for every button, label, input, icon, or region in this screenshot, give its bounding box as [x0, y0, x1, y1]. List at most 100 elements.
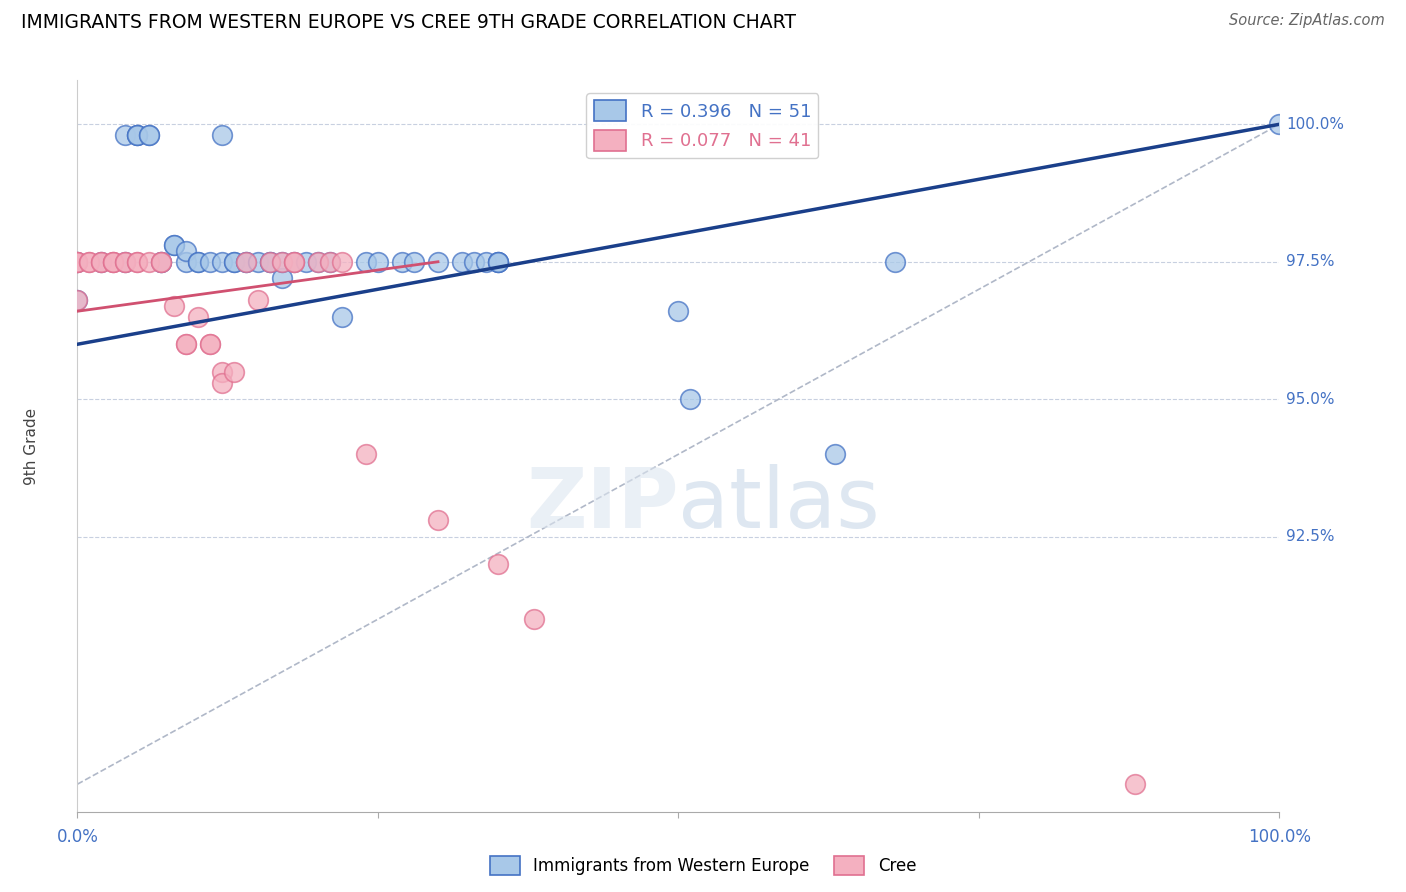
Point — [186, 310, 209, 324]
Point — [354, 447, 377, 461]
Point — [211, 365, 233, 379]
Point — [427, 254, 450, 268]
Point — [90, 254, 112, 268]
Point — [319, 254, 342, 268]
Point — [270, 254, 292, 268]
Point — [222, 254, 245, 268]
Point — [66, 293, 89, 308]
Point — [679, 392, 702, 407]
Text: 97.5%: 97.5% — [1286, 254, 1334, 269]
Point — [486, 254, 509, 268]
Point — [66, 254, 89, 268]
Point — [198, 254, 221, 268]
Point — [259, 254, 281, 268]
Text: IMMIGRANTS FROM WESTERN EUROPE VS CREE 9TH GRADE CORRELATION CHART: IMMIGRANTS FROM WESTERN EUROPE VS CREE 9… — [21, 13, 796, 32]
Point — [198, 337, 221, 351]
Point — [211, 254, 233, 268]
Text: 100.0%: 100.0% — [1249, 829, 1310, 847]
Point — [114, 128, 136, 143]
Point — [90, 254, 112, 268]
Point — [114, 254, 136, 268]
Point — [235, 254, 257, 268]
Point — [463, 254, 485, 268]
Point — [283, 254, 305, 268]
Legend: R = 0.396   N = 51, R = 0.077   N = 41: R = 0.396 N = 51, R = 0.077 N = 41 — [586, 93, 818, 158]
Point — [186, 254, 209, 268]
Point — [79, 254, 101, 268]
Point — [138, 254, 160, 268]
Point — [883, 254, 905, 268]
Point — [127, 128, 149, 143]
Point — [66, 254, 89, 268]
Point — [1268, 117, 1291, 131]
Point — [127, 254, 149, 268]
Legend: Immigrants from Western Europe, Cree: Immigrants from Western Europe, Cree — [484, 849, 922, 882]
Point — [222, 365, 245, 379]
Point — [103, 254, 125, 268]
Text: 100.0%: 100.0% — [1286, 117, 1344, 132]
Point — [402, 254, 425, 268]
Point — [66, 254, 89, 268]
Point — [150, 254, 173, 268]
Point — [283, 254, 305, 268]
Point — [162, 238, 184, 252]
Point — [367, 254, 389, 268]
Point — [235, 254, 257, 268]
Point — [475, 254, 498, 268]
Point — [150, 254, 173, 268]
Point — [174, 244, 197, 258]
Point — [150, 254, 173, 268]
Point — [103, 254, 125, 268]
Point — [330, 254, 353, 268]
Point — [259, 254, 281, 268]
Point — [319, 254, 342, 268]
Text: 95.0%: 95.0% — [1286, 392, 1334, 407]
Point — [668, 304, 690, 318]
Point — [174, 337, 197, 351]
Point — [824, 447, 846, 461]
Point — [127, 254, 149, 268]
Text: 0.0%: 0.0% — [56, 829, 98, 847]
Text: 92.5%: 92.5% — [1286, 529, 1334, 544]
Point — [138, 128, 160, 143]
Point — [114, 254, 136, 268]
Point — [246, 293, 269, 308]
Point — [391, 254, 413, 268]
Text: atlas: atlas — [679, 464, 880, 545]
Point — [235, 254, 257, 268]
Text: ZIP: ZIP — [526, 464, 679, 545]
Point — [66, 254, 89, 268]
Point — [198, 337, 221, 351]
Point — [162, 299, 184, 313]
Point — [211, 128, 233, 143]
Point — [162, 238, 184, 252]
Point — [307, 254, 329, 268]
Point — [127, 128, 149, 143]
Point — [259, 254, 281, 268]
Point — [451, 254, 474, 268]
Point — [222, 254, 245, 268]
Text: Source: ZipAtlas.com: Source: ZipAtlas.com — [1229, 13, 1385, 29]
Point — [330, 310, 353, 324]
Point — [427, 513, 450, 527]
Point — [270, 271, 292, 285]
Point — [270, 254, 292, 268]
Text: 9th Grade: 9th Grade — [24, 408, 39, 484]
Point — [186, 254, 209, 268]
Point — [1123, 777, 1146, 791]
Point — [79, 254, 101, 268]
Point — [174, 254, 197, 268]
Point — [150, 254, 173, 268]
Point — [486, 254, 509, 268]
Point — [174, 337, 197, 351]
Point — [294, 254, 316, 268]
Point — [486, 558, 509, 572]
Point — [127, 128, 149, 143]
Point — [354, 254, 377, 268]
Point — [138, 128, 160, 143]
Point — [90, 254, 112, 268]
Point — [114, 254, 136, 268]
Point — [283, 254, 305, 268]
Point — [66, 293, 89, 308]
Point — [211, 376, 233, 390]
